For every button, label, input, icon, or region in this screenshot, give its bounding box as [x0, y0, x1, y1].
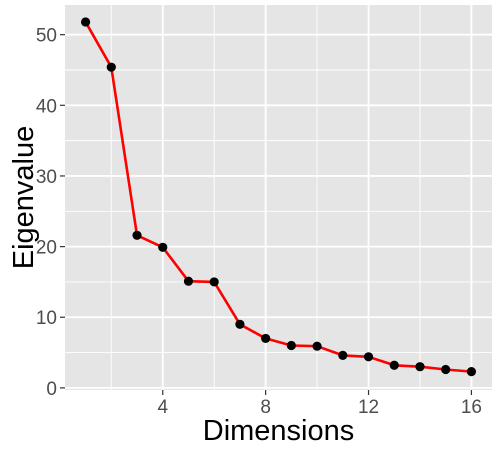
data-point [286, 340, 296, 351]
data-point [441, 364, 451, 375]
x-axis-title: Dimensions [203, 415, 355, 447]
data-point [80, 17, 91, 27]
y-tick-label: 50 [36, 26, 57, 47]
data-point [415, 362, 425, 372]
major-gridlines [65, 5, 492, 390]
data-point [363, 352, 374, 362]
x-tick-label: 4 [157, 397, 168, 418]
data-point [158, 242, 168, 252]
y-tick-label: 20 [36, 238, 57, 259]
data-point [312, 341, 322, 351]
plot-panel [65, 5, 492, 390]
data-point [235, 319, 245, 329]
points-layer [80, 17, 477, 377]
data-point [183, 276, 194, 286]
y-axis-title: Eigenvalue [8, 126, 40, 270]
series-layer [84, 21, 472, 373]
minor-gridlines [65, 5, 492, 390]
data-point [132, 230, 142, 240]
y-tick-label: 30 [36, 167, 57, 188]
data-point [106, 62, 116, 72]
x-axis: 4 8 12 16 [157, 390, 482, 418]
x-tick-label: 8 [260, 397, 271, 418]
y-tick-label: 0 [46, 379, 57, 400]
y-tick-label: 10 [36, 308, 57, 329]
x-tick-label: 16 [461, 397, 482, 418]
series-line [84, 21, 472, 373]
data-point [261, 333, 271, 344]
data-point [466, 367, 477, 377]
data-point [389, 360, 399, 370]
y-tick-label: 40 [36, 96, 57, 117]
data-point [338, 350, 348, 360]
x-tick-label: 12 [358, 397, 379, 418]
data-point [209, 277, 219, 287]
y-axis: 0 10 20 30 40 50 [36, 26, 65, 400]
